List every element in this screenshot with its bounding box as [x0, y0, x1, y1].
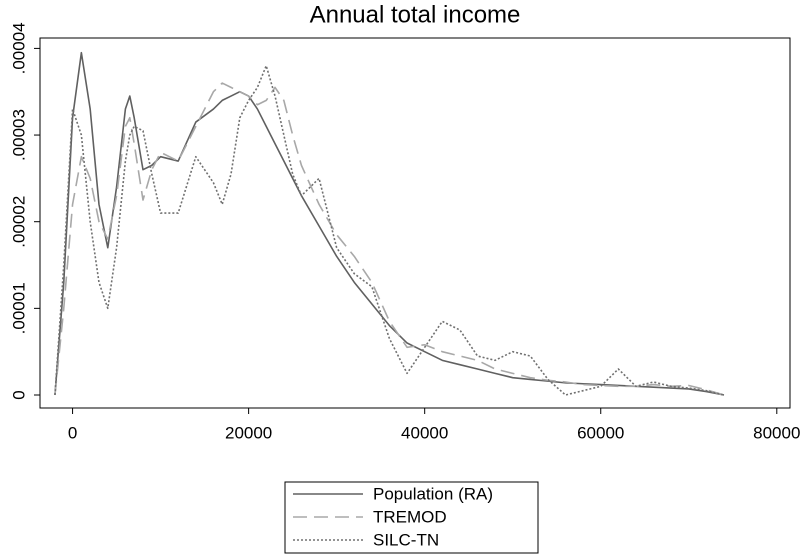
line-series: [54, 64, 725, 396]
y-tick-label: .00003: [9, 109, 28, 161]
legend-label: Population (RA): [373, 484, 493, 503]
x-tick-label: 40000: [401, 423, 448, 442]
legend-label: TREMOD: [373, 507, 447, 526]
plot-frame: [39, 37, 791, 409]
legend-label: SILC-TN: [373, 530, 439, 549]
line-series: [54, 51, 725, 396]
chart-title: Annual total income: [310, 1, 521, 28]
x-tick-label: 80000: [753, 423, 800, 442]
y-tick-label: .00002: [9, 196, 28, 248]
x-tick-label: 20000: [225, 423, 272, 442]
y-tick-label: .00001: [9, 282, 28, 334]
x-tick-label: 60000: [577, 423, 624, 442]
x-tick-label: 0: [68, 423, 77, 442]
line-series: [54, 82, 725, 396]
y-tick-label: 0: [9, 390, 28, 399]
y-tick-label: .00004: [9, 22, 28, 74]
